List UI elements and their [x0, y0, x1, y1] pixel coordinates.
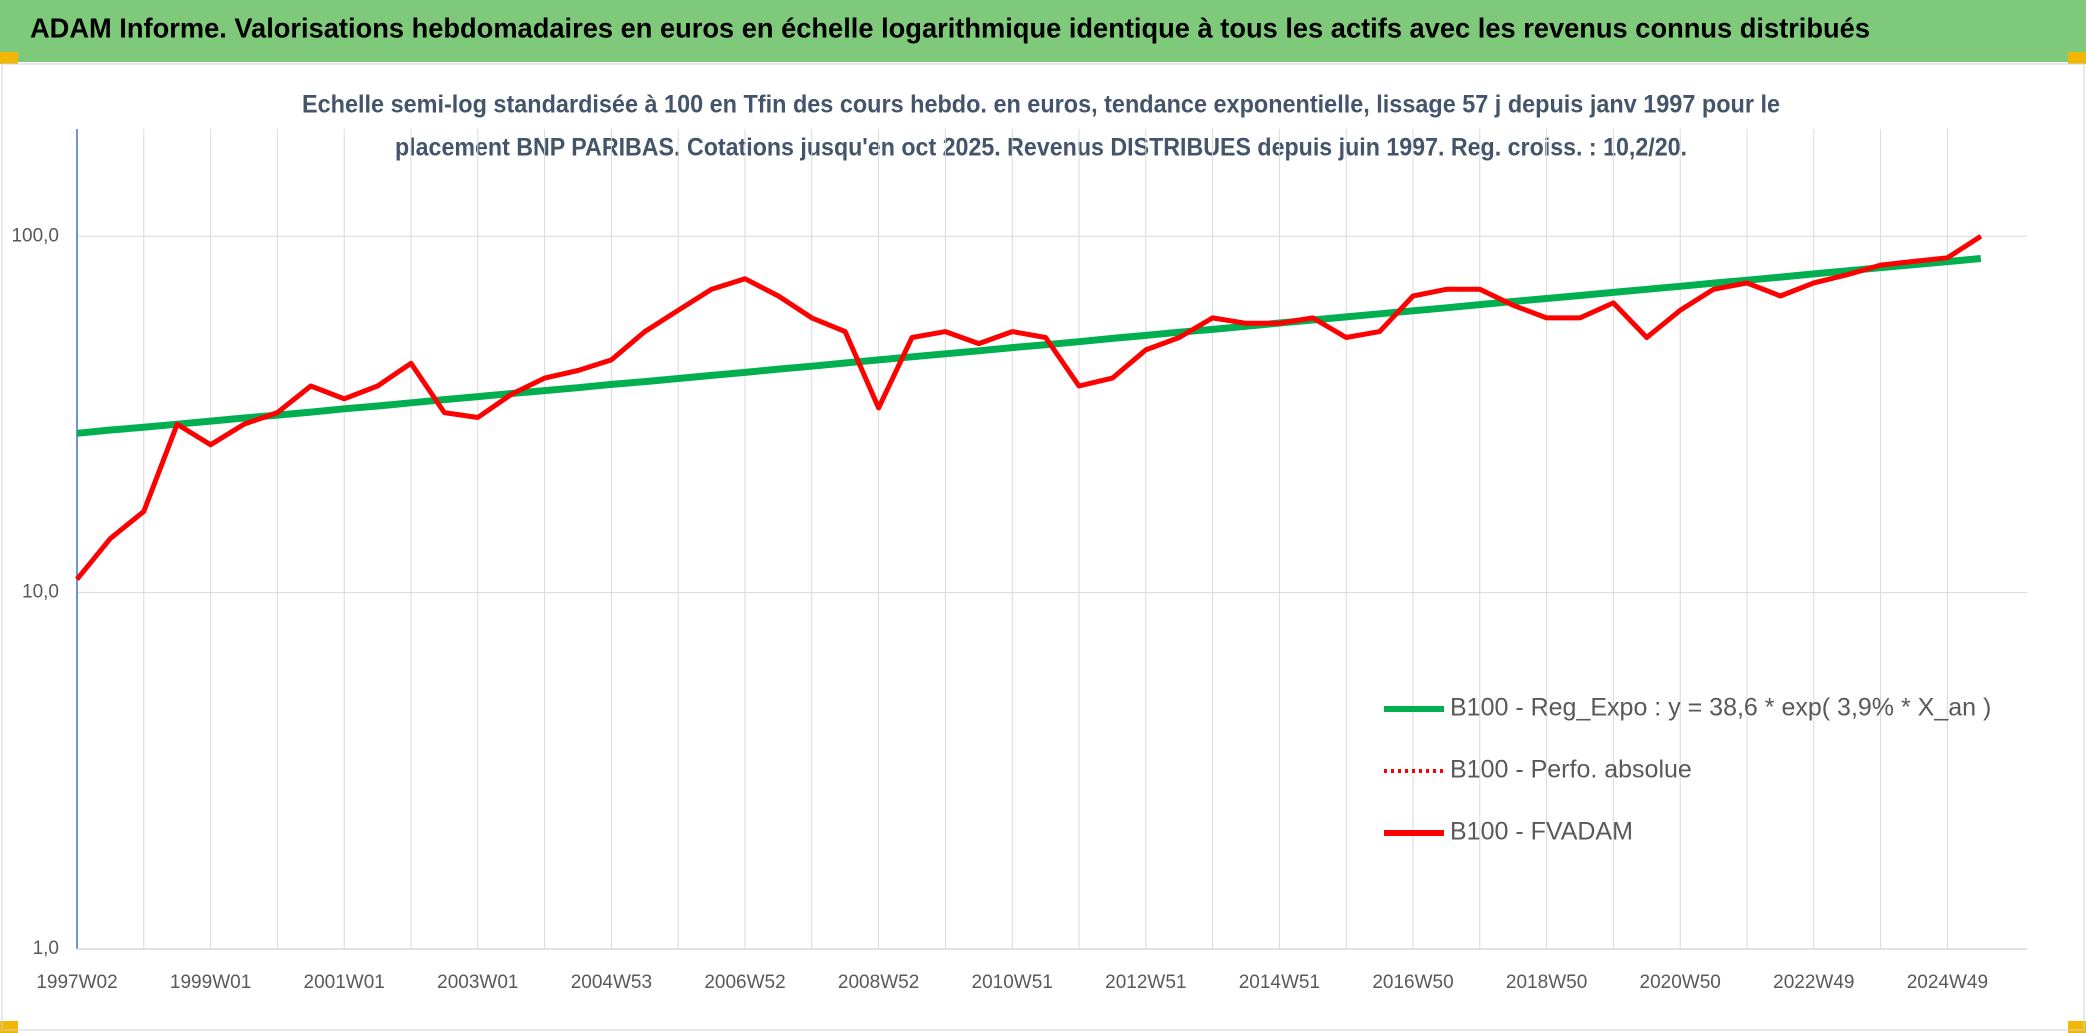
legend-label: B100 - Perfo. absolue [1450, 756, 1692, 784]
x-tick-label: 2004W53 [571, 972, 652, 993]
x-tick-label: 2014W51 [1239, 972, 1320, 993]
x-tick-label: 2012W51 [1105, 972, 1186, 993]
chart-subtitle: placement BNP PARIBAS. Cotations jusqu'e… [395, 134, 1687, 162]
x-tick-label: 2008W52 [838, 972, 919, 993]
x-tick-label: 2003W01 [437, 972, 518, 993]
y-tick-label: 10,0 [22, 582, 59, 603]
legend-label: B100 - Reg_Expo : y = 38,6 * exp( 3,9% *… [1450, 694, 1991, 722]
series-line [75, 234, 1983, 581]
series-line [76, 255, 1982, 437]
x-tick-label: 2018W50 [1506, 972, 1587, 993]
x-tick-label: 2022W49 [1773, 972, 1854, 993]
x-tick-label: 2001W01 [304, 972, 385, 993]
x-tick-label: 1999W01 [170, 972, 251, 993]
x-tick-label: 2024W49 [1907, 972, 1988, 993]
corner [2068, 52, 2086, 64]
x-tick-label: 2010W51 [972, 972, 1053, 993]
chart-subtitle: Echelle semi-log standardisée à 100 en T… [302, 91, 1780, 119]
chart-title: ADAM Informe. Valorisations hebdomadaire… [30, 12, 1870, 43]
chart-frame [1, 63, 2085, 1031]
y-tick-label: 1,0 [33, 938, 59, 959]
title-bar [0, 0, 2086, 62]
corner [2068, 1021, 2086, 1033]
legend-label: B100 - FVADAM [1450, 818, 1633, 846]
x-tick-label: 1997W02 [36, 972, 117, 993]
corner [0, 1021, 18, 1033]
y-tick-label: 100,0 [11, 225, 59, 246]
x-tick-label: 2020W50 [1640, 972, 1721, 993]
x-tick-label: 2006W52 [704, 972, 785, 993]
corner [0, 52, 18, 64]
x-tick-label: 2016W50 [1372, 972, 1453, 993]
